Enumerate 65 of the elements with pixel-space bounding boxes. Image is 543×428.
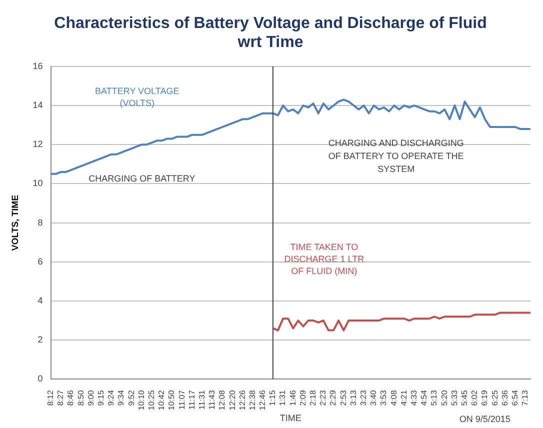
x-tick-label: 9:52	[126, 390, 136, 406]
x-tick-label: 6:19	[480, 390, 490, 406]
x-tick-label: 12:46	[258, 390, 268, 410]
x-tick-label: 4:08	[389, 390, 398, 406]
x-tick-label: 5:45	[460, 390, 469, 406]
x-tick-label: 12:38	[248, 390, 257, 410]
x-tick-label: 11:43	[208, 390, 217, 410]
x-tick-label: 5:20	[440, 390, 449, 406]
x-tick-label: 4:21	[399, 390, 408, 406]
x-tick-label: 5:13	[430, 390, 439, 406]
x-tick-label: 11:17	[187, 390, 196, 410]
text: BATTERY VOLTAGE (VOLTS)	[95, 86, 180, 108]
x-tick-label: 7:13	[520, 390, 530, 406]
x-tick-label: 4:33	[409, 390, 418, 406]
y-tick-label: 16	[32, 60, 43, 71]
x-tick-label: 12:26	[238, 390, 247, 410]
x-tick-label: 4:54	[420, 390, 429, 406]
x-tick-label: 1:31	[278, 390, 288, 406]
x-tick-label: 8:46	[66, 390, 76, 406]
x-tick-label: 8:50	[76, 390, 86, 406]
x-tick-label: 9:34	[116, 390, 126, 406]
y-tick-label: 0	[38, 374, 43, 384]
x-tick-label: 3:13	[348, 390, 358, 406]
y-tick-label: 14	[32, 100, 43, 110]
y-tick-label: 8	[38, 217, 43, 228]
y-tick-label: 12	[32, 139, 43, 150]
y-tick-label: 10	[32, 178, 43, 188]
x-tick-label: 3:40	[369, 390, 378, 406]
x-tick-label: 2:18	[308, 390, 318, 406]
x-tick-label: 10:42	[157, 390, 166, 410]
x-tick-label: 3:23	[359, 390, 368, 406]
x-tick-label: 11:31	[197, 390, 206, 410]
y-tick-label: 4	[38, 295, 43, 306]
x-tick-label: 1:46	[288, 390, 298, 406]
x-tick-label: 2:23	[318, 390, 328, 406]
x-tick-label: 1:15	[268, 390, 278, 406]
x-tick-label: 10:50	[167, 390, 176, 410]
x-tick-label: 2:29	[328, 390, 338, 406]
x-tick-label: 6:36	[500, 390, 510, 406]
x-tick-label: 12:20	[228, 390, 237, 410]
x-tick-label: 6:54	[510, 390, 520, 406]
x-tick-label: 6:02	[470, 390, 480, 406]
x-axis-title: TIME	[280, 413, 302, 424]
x-tick-label: 8:27	[56, 390, 66, 406]
x-tick-label: 6:25	[490, 390, 500, 406]
text: ON 9/5/2015	[459, 414, 510, 424]
x-tick-label: 3:53	[379, 390, 388, 406]
annotation: CHARGING OF BATTERY	[88, 174, 196, 184]
x-tick-label: 9:24	[106, 390, 116, 406]
x-tick-label: 10:10	[136, 390, 146, 410]
x-tick-label: 2:09	[298, 390, 308, 406]
chart-title: Characteristics of Battery Voltage and Discharge of Fluid wrt Time	[54, 15, 487, 52]
x-tick-label: 5:33	[450, 390, 459, 406]
x-tick-label: 9:00	[86, 390, 96, 406]
x-tick-label: 8:12	[46, 390, 56, 406]
text: TIME TAKEN TO DISCHARGE 1 LTR OF FLUID (MIN)	[284, 242, 365, 276]
y-axis-title: VOLTS, TIME	[10, 194, 20, 251]
x-tick-label: 10:25	[146, 390, 156, 410]
y-tick-label: 6	[38, 256, 43, 266]
x-tick-label: 2:53	[338, 390, 348, 406]
annotation: CHARGING AND DISCHARGING OF BATTERY TO OPERATE THE SYSTEM	[328, 138, 464, 174]
x-tick-label: 9:15	[96, 390, 106, 406]
y-tick-label: 2	[38, 334, 43, 345]
x-tick-label: 12:08	[218, 390, 227, 410]
x-tick-label: 11:07	[177, 390, 186, 410]
